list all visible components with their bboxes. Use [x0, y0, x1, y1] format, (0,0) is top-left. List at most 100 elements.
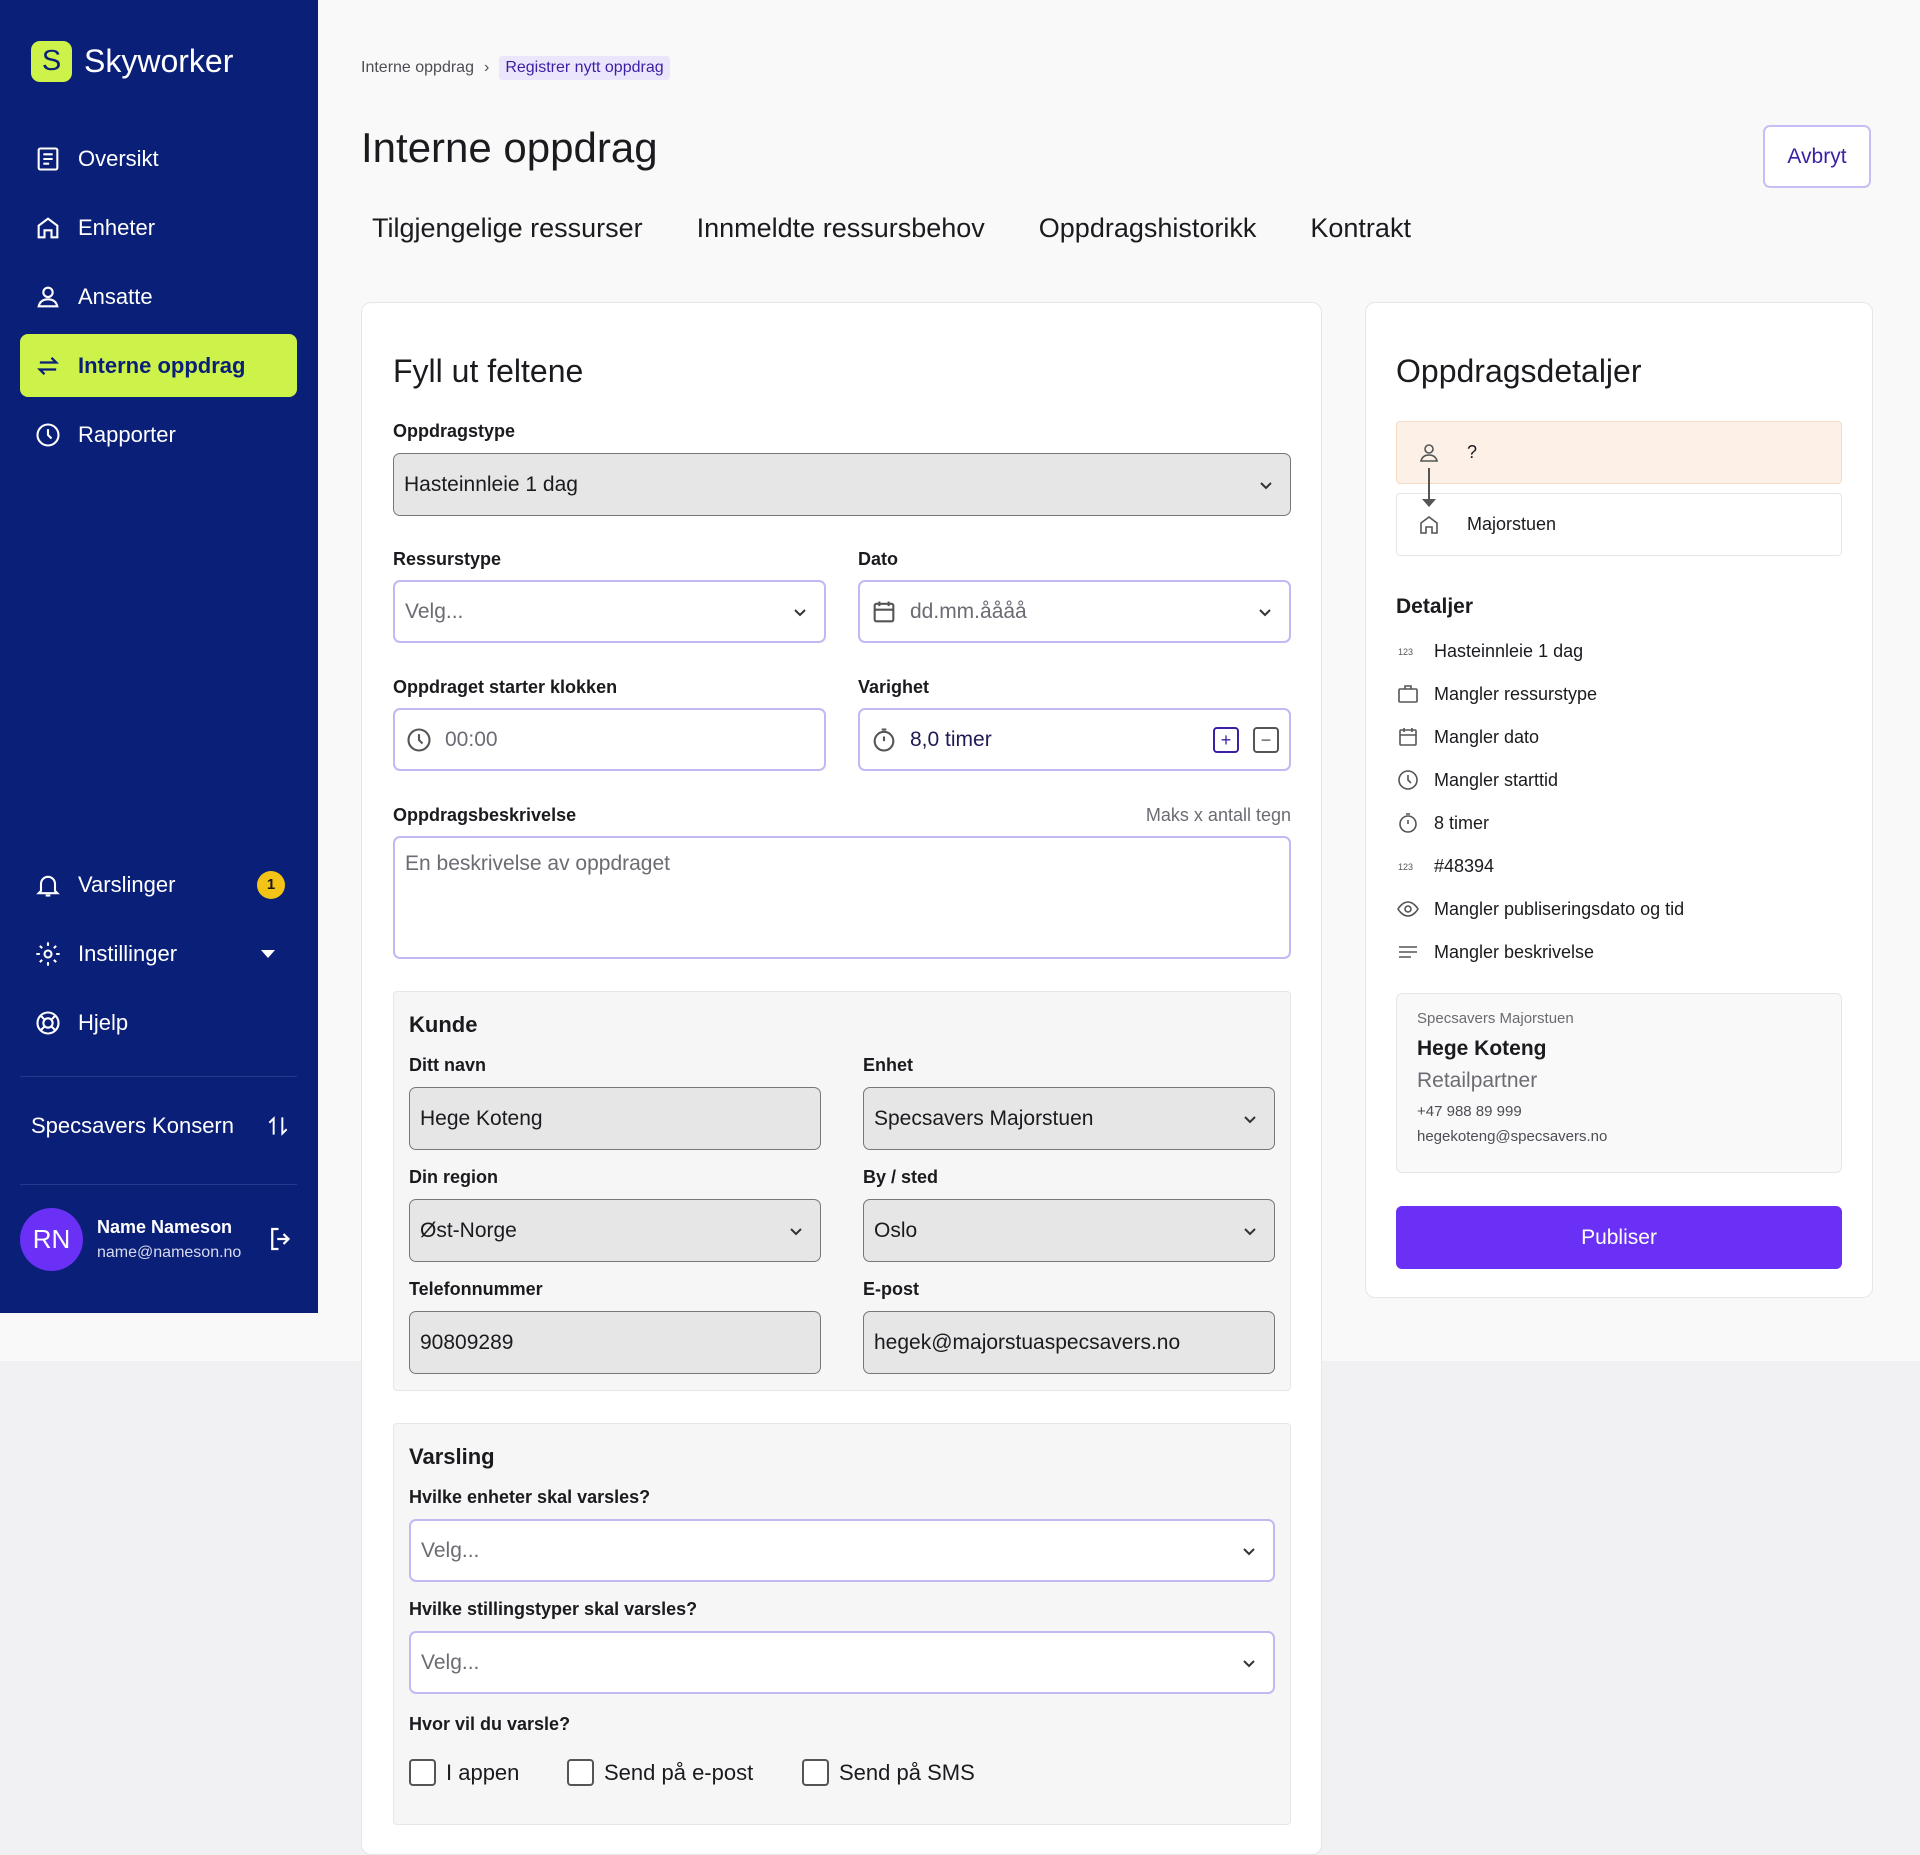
detail-text: Mangler beskrivelse — [1434, 941, 1595, 962]
ressurstype-label: Ressurstype — [393, 549, 502, 569]
beskrivelse-textarea[interactable]: En beskrivelse av oppdraget — [393, 836, 1291, 959]
telefon-value: 90809289 — [420, 1330, 514, 1354]
person-icon — [37, 286, 59, 307]
sted-value: Oslo — [874, 1218, 918, 1242]
sidebar-item-oversikt[interactable]: Oversikt — [20, 127, 297, 190]
telefon-label: Telefonnummer — [409, 1279, 543, 1299]
detail-row: Mangler beskrivelse — [1396, 940, 1594, 964]
user-profile: RN Name Nameson name@nameson.no — [20, 1208, 241, 1271]
enheter-select[interactable]: Velg... — [409, 1519, 1275, 1582]
epost-input[interactable]: hegek@majorstuaspecsavers.no — [863, 1311, 1275, 1374]
checkbox-sms[interactable]: Send på SMS — [802, 1759, 975, 1786]
detail-row: 123 #48394 — [1396, 854, 1494, 878]
sidebar-item-enheter[interactable]: Enheter — [20, 196, 297, 259]
detail-text: 8 timer — [1434, 812, 1490, 833]
calendar-icon — [1399, 728, 1417, 746]
checkbox-i-appen[interactable]: I appen — [409, 1759, 519, 1786]
oppdragstype-select[interactable]: Hasteinnleie 1 dag — [393, 453, 1291, 516]
hvor-label: Hvor vil du varsle? — [409, 1714, 571, 1734]
checkbox[interactable] — [567, 1759, 594, 1786]
decrement-button[interactable]: − — [1253, 726, 1279, 753]
sidebar-item-varslinger[interactable]: Varslinger 1 — [20, 853, 297, 916]
page-title: Interne oppdrag — [361, 124, 658, 171]
form-title: Fyll ut feltene — [393, 353, 584, 389]
sted-select[interactable]: Oslo — [863, 1199, 1275, 1262]
breadcrumb-current: Registrer nytt oppdrag — [499, 56, 670, 80]
sidebar-item-label: Ansatte — [78, 283, 153, 309]
navn-input[interactable]: Hege Koteng — [409, 1087, 821, 1150]
avatar: RN — [20, 1208, 83, 1271]
checkbox-label: Send på e-post — [604, 1759, 754, 1785]
enhet-select[interactable]: Specsavers Majorstuen — [863, 1087, 1275, 1150]
dato-picker[interactable]: dd.mm.åååå — [858, 580, 1291, 643]
checkbox-label: I appen — [446, 1759, 520, 1785]
app-logo[interactable]: S Skyworker — [31, 41, 233, 82]
calendar-icon — [873, 601, 895, 622]
briefcase-icon — [1398, 685, 1418, 703]
person-icon — [1419, 443, 1439, 462]
chevron-down-icon — [261, 949, 275, 958]
contact-role: Retailpartner — [1417, 1069, 1538, 1092]
region-label: Din region — [409, 1167, 498, 1187]
detail-row: Mangler ressurstype — [1396, 682, 1597, 706]
clock-icon — [407, 727, 431, 752]
increment-button[interactable]: + — [1213, 726, 1239, 753]
chevron-down-icon — [1244, 1227, 1256, 1235]
chevron-down-icon — [794, 608, 806, 616]
tab-innmeldte-ressursbehov[interactable]: Innmeldte ressursbehov — [696, 213, 985, 243]
checkbox[interactable] — [802, 1759, 829, 1786]
detail-text: Mangler ressurstype — [1434, 683, 1598, 704]
route-from: ? — [1396, 421, 1842, 484]
sidebar-item-hjelp[interactable]: Hjelp — [20, 991, 297, 1054]
stopwatch-icon — [873, 727, 895, 752]
detail-row: Mangler publiseringsdato og tid — [1396, 897, 1684, 921]
starttid-input[interactable]: 00:00 — [393, 708, 826, 771]
contact-card: Specsavers Majorstuen Hege Koteng Retail… — [1396, 993, 1842, 1173]
tab-bar: Tilgjengelige ressurser Innmeldte ressur… — [372, 213, 1411, 244]
document-icon — [37, 146, 59, 171]
checkbox[interactable] — [409, 1759, 436, 1786]
varighet-label: Varighet — [858, 677, 930, 697]
number-icon: 123 — [1398, 862, 1413, 872]
tab-kontrakt[interactable]: Kontrakt — [1310, 213, 1411, 243]
logout-icon[interactable] — [266, 1224, 296, 1254]
cancel-button[interactable]: Avbryt — [1763, 125, 1871, 188]
svg-text:123: 123 — [1398, 647, 1413, 657]
logo-mark: S — [31, 41, 72, 82]
varsling-section: Varsling Hvilke enheter skal varsles? Ve… — [393, 1423, 1291, 1825]
region-select[interactable]: Øst-Norge — [409, 1199, 821, 1262]
gear-icon — [36, 941, 60, 966]
sidebar-divider — [20, 1184, 297, 1185]
tab-oppdragshistorikk[interactable]: Oppdragshistorikk — [1038, 213, 1257, 243]
chevron-down-icon — [1259, 608, 1271, 616]
checkbox-e-post[interactable]: Send på e-post — [567, 1759, 753, 1786]
detail-text: Mangler dato — [1434, 726, 1540, 747]
breadcrumb-parent[interactable]: Interne oppdrag — [361, 59, 474, 76]
dato-label: Dato — [858, 549, 898, 569]
home-icon — [37, 216, 59, 238]
org-switcher[interactable]: Specsavers Konsern — [31, 1113, 291, 1139]
user-name: Name Nameson — [97, 1217, 233, 1237]
eye-icon — [1397, 901, 1419, 917]
tab-tilgjengelige-ressurser[interactable]: Tilgjengelige ressurser — [372, 213, 643, 243]
epost-value: hegek@majorstuaspecsavers.no — [874, 1330, 1181, 1354]
contact-email: hegekoteng@specsavers.no — [1417, 1128, 1608, 1145]
ressurstype-select[interactable]: Velg... — [393, 580, 826, 643]
stillinger-select[interactable]: Velg... — [409, 1631, 1275, 1694]
starttid-placeholder: 00:00 — [445, 727, 498, 751]
publish-button[interactable]: Publiser — [1396, 1206, 1842, 1269]
bell-icon — [36, 875, 60, 897]
details-title: Oppdragsdetaljer — [1396, 353, 1642, 389]
sidebar-item-instillinger[interactable]: Instillinger — [20, 922, 297, 985]
sidebar-item-interne-oppdrag[interactable]: Interne oppdrag — [20, 334, 297, 397]
contact-org: Specsavers Majorstuen — [1417, 1010, 1574, 1027]
varighet-stepper[interactable]: 8,0 timer + − — [858, 708, 1291, 771]
sidebar-item-ansatte[interactable]: Ansatte — [20, 265, 297, 328]
enhet-label: Enhet — [863, 1055, 914, 1075]
chevron-down-icon — [1243, 1547, 1255, 1555]
chevron-down-icon — [1260, 481, 1272, 489]
sidebar-item-rapporter[interactable]: Rapporter — [20, 403, 297, 466]
detail-text: #48394 — [1434, 855, 1495, 876]
telefon-input[interactable]: 90809289 — [409, 1311, 821, 1374]
varsling-title: Varsling — [409, 1444, 495, 1469]
